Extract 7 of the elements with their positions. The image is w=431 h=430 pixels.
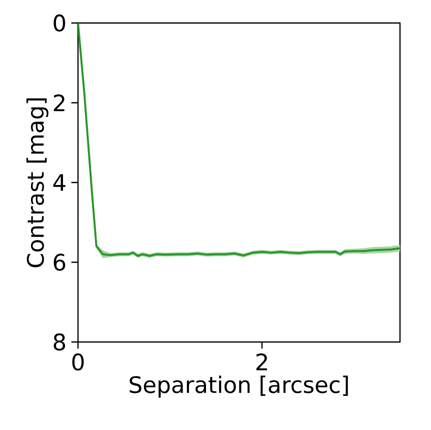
y-axis-title: Contrast [mag]	[26, 98, 48, 268]
y-tick-label: 2	[54, 94, 64, 112]
y-tick-label: 8	[54, 333, 66, 351]
y-tick-label: 0	[54, 14, 66, 32]
y-tick-label: 6	[54, 254, 66, 271]
y-tick-label: 4	[53, 174, 66, 191]
x-axis-title: Separation [arcsec]	[130, 376, 348, 398]
